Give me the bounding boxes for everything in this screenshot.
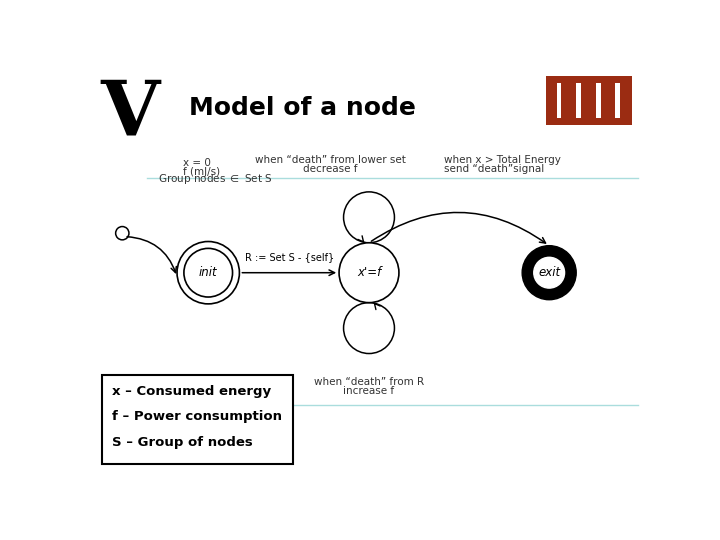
Text: x'=f: x'=f [357, 266, 381, 279]
Text: S – Group of nodes: S – Group of nodes [112, 436, 253, 449]
Text: x – Consumed energy: x – Consumed energy [112, 384, 271, 397]
Text: R := Set S - {self}: R := Set S - {self} [245, 252, 334, 262]
Bar [615, 83, 620, 118]
Text: init: init [199, 266, 217, 279]
Text: send “death”signal: send “death”signal [444, 164, 544, 174]
Text: f – Power consumption: f – Power consumption [112, 410, 282, 423]
Bar [102, 375, 293, 464]
Text: exit: exit [538, 266, 560, 279]
Circle shape [177, 241, 240, 304]
Text: when “death” from R: when “death” from R [314, 377, 424, 387]
Text: Model of a node: Model of a node [189, 97, 415, 120]
Bar [546, 76, 632, 125]
Circle shape [534, 257, 564, 288]
Bar [577, 83, 581, 118]
Text: when x > Total Energy: when x > Total Energy [444, 154, 561, 165]
Circle shape [339, 243, 399, 302]
Text: Group nodes $\in$ Set S: Group nodes $\in$ Set S [158, 172, 273, 186]
Text: increase f: increase f [343, 386, 395, 396]
Text: V: V [100, 77, 159, 151]
Circle shape [522, 246, 576, 300]
Text: when “death” from lower set: when “death” from lower set [255, 154, 405, 165]
Text: x = 0: x = 0 [184, 158, 211, 168]
Text: decrease f: decrease f [303, 164, 357, 174]
Bar [596, 83, 601, 118]
Text: f (mJ/s): f (mJ/s) [184, 167, 220, 177]
Bar [557, 83, 562, 118]
